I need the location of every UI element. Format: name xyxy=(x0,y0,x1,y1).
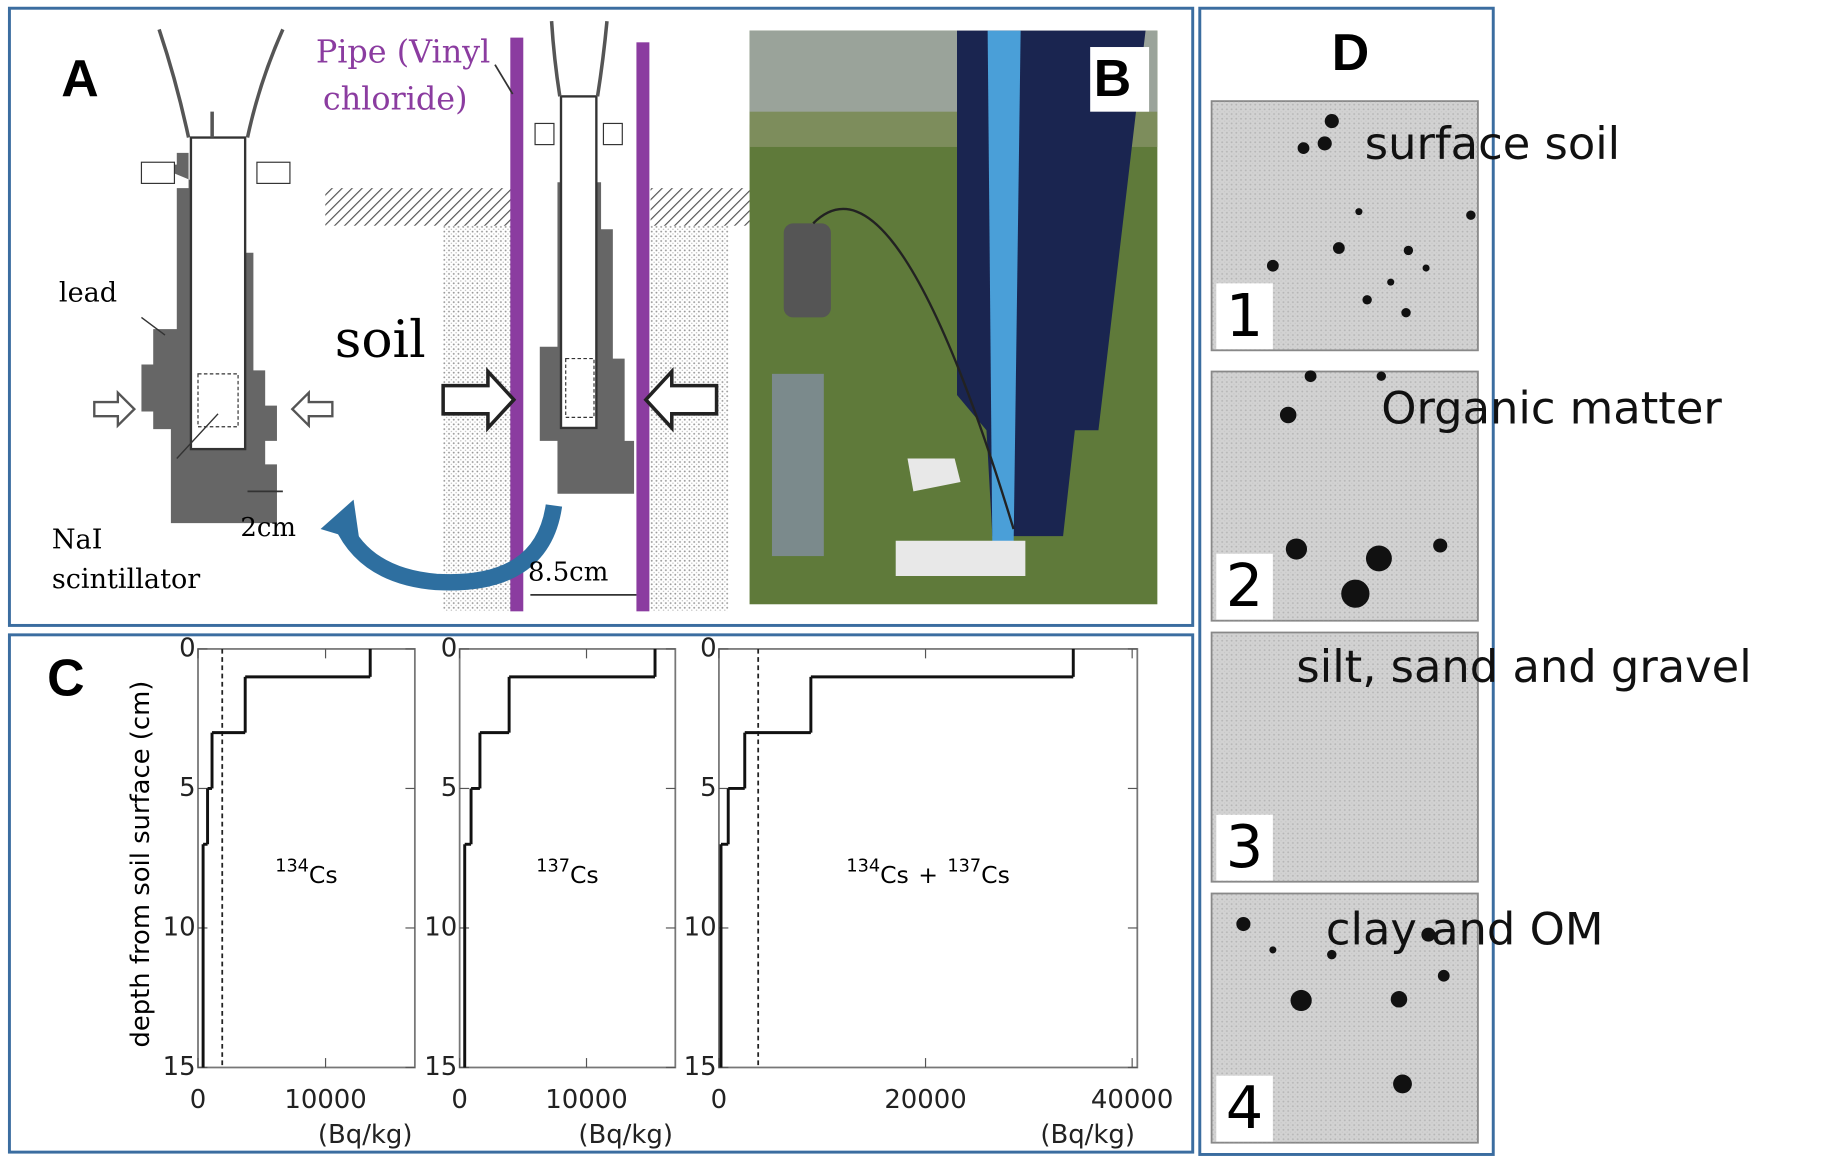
y-tick-label: 15 xyxy=(424,1052,457,1082)
mass-number: 134 xyxy=(275,856,309,876)
image-caption: surface soil xyxy=(1365,117,1620,170)
y-tick-label: 10 xyxy=(684,912,717,942)
y-tick-label: 5 xyxy=(441,773,457,803)
particle xyxy=(1366,545,1392,571)
x-axis-label: (Bq/kg) xyxy=(1040,1120,1135,1150)
y-tick-label: 10 xyxy=(163,912,196,942)
particle xyxy=(1267,260,1279,272)
panel-label: A xyxy=(61,49,98,107)
x-axis-label: (Bq/kg) xyxy=(318,1120,413,1150)
x-tick-label: 20000 xyxy=(884,1085,966,1115)
particle xyxy=(1423,265,1430,272)
x-tick-label: 0 xyxy=(190,1085,206,1115)
particle xyxy=(1433,538,1447,552)
y-tick-label: 5 xyxy=(700,773,716,803)
particle xyxy=(1404,246,1413,255)
y-tick-label: 5 xyxy=(179,773,195,803)
image-caption: Organic matter xyxy=(1381,382,1722,435)
y-tick-label: 10 xyxy=(424,912,457,942)
x-tick-label: 0 xyxy=(711,1085,727,1115)
particle xyxy=(1387,279,1394,286)
y-axis-label: depth from soil surface (cm) xyxy=(126,681,156,1048)
plot-frame xyxy=(719,649,1137,1068)
dimension-label: 2cm xyxy=(240,513,296,543)
pipe-label: Pipe (Vinyl xyxy=(316,35,490,71)
x-tick-label: 0 xyxy=(451,1085,467,1115)
particle xyxy=(1325,114,1339,128)
y-tick-label: 0 xyxy=(179,633,195,663)
image-number: 4 xyxy=(1226,1073,1263,1142)
particle xyxy=(1269,946,1276,953)
particle xyxy=(1280,407,1297,423)
particle xyxy=(1393,1075,1412,1094)
y-tick-label: 0 xyxy=(700,633,716,663)
particle xyxy=(1438,970,1450,982)
particle xyxy=(1318,136,1332,150)
x-tick-label: 40000 xyxy=(1091,1085,1173,1115)
image-caption: silt, sand and gravel xyxy=(1296,640,1751,693)
joiner: + xyxy=(918,860,938,888)
x-tick-label: 10000 xyxy=(284,1085,366,1115)
image-number: 3 xyxy=(1226,812,1263,881)
element: Cs xyxy=(880,860,909,888)
mass-number: 134 xyxy=(846,856,880,876)
panel-label: D xyxy=(1332,23,1369,81)
micrographs: 1 surface soil 2 Organic matter 3 silt, sand … xyxy=(1212,101,1752,1143)
panel-label: B xyxy=(1094,49,1131,107)
particle xyxy=(1377,372,1386,381)
mass-number: 137 xyxy=(536,856,570,876)
particle xyxy=(1305,370,1317,382)
y-tick-label: 15 xyxy=(684,1052,717,1082)
image-caption: clay and OM xyxy=(1326,902,1604,955)
particle xyxy=(1333,242,1345,254)
lead-label: lead xyxy=(59,277,117,308)
particle xyxy=(1355,208,1362,215)
panel-label: C xyxy=(47,649,84,707)
figure: A Pipe (Vinyl chloride) lead soil NaI sc… xyxy=(0,0,1848,1158)
y-tick-label: 15 xyxy=(163,1052,196,1082)
image-number: 1 xyxy=(1226,281,1263,350)
element: Cs xyxy=(981,860,1010,888)
particle xyxy=(1401,308,1410,317)
photo xyxy=(750,31,1158,605)
element: Cs xyxy=(570,860,599,888)
dimension-label: 8.5cm xyxy=(528,558,608,588)
particle xyxy=(1291,990,1312,1011)
element: Cs xyxy=(309,860,338,888)
particle xyxy=(1236,917,1250,931)
y-tick-label: 0 xyxy=(441,633,457,663)
x-axis-label: (Bq/kg) xyxy=(578,1120,673,1150)
x-tick-label: 10000 xyxy=(545,1085,627,1115)
soil-label: soil xyxy=(335,310,426,370)
particle xyxy=(1298,142,1310,154)
mass-number: 137 xyxy=(947,856,981,876)
particle xyxy=(1391,991,1408,1007)
particle xyxy=(1341,580,1369,608)
pipe-label: chloride) xyxy=(323,82,468,118)
particle xyxy=(1466,210,1475,219)
image-number: 2 xyxy=(1226,551,1263,620)
particle xyxy=(1362,295,1371,304)
particle xyxy=(1286,538,1307,559)
nai-label: NaI xyxy=(52,524,103,555)
nai-label: scintillator xyxy=(52,564,200,595)
